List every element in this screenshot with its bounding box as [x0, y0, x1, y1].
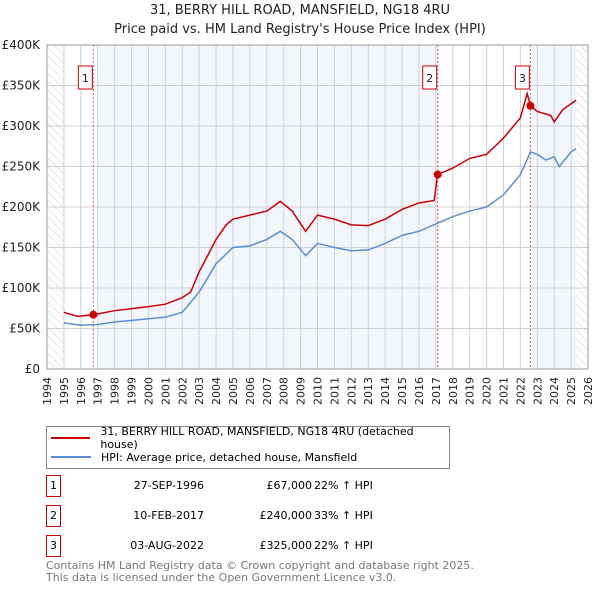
footer-line: This data is licensed under the Open Gov… — [46, 571, 397, 584]
x-tick-label: 2001 — [159, 377, 172, 405]
legend-swatch-red — [51, 437, 91, 439]
y-tick-label: £200K — [2, 200, 42, 214]
x-tick-label: 2024 — [548, 377, 561, 405]
price-chart: 1994 1995 1996 1997 1998 1999 2000 2001 2002 2003… — [2, 38, 595, 405]
x-tick-label: 2009 — [295, 377, 308, 405]
x-tick-label: 1994 — [41, 377, 54, 405]
x-tick-label: 2005 — [227, 377, 240, 405]
plot-border — [46, 44, 589, 370]
sale-number: 2 — [46, 505, 61, 527]
sale-label-box — [422, 65, 438, 90]
legend-swatch-blue — [51, 456, 91, 458]
legend-label: HPI: Average price, detached house, Mans… — [101, 450, 358, 464]
sale-label: 2 — [426, 72, 433, 85]
x-tick-label: 2018 — [447, 377, 460, 405]
x-tick-label: 2002 — [176, 377, 189, 405]
x-tick-label: 2016 — [413, 377, 426, 405]
sale-row: 3 03-AUG-2022 £325,000 22% ↑ HPI — [46, 535, 446, 557]
x-tick-label: 1997 — [92, 377, 105, 405]
sale-label-box — [77, 65, 93, 90]
x-tick-label: 2000 — [142, 377, 155, 405]
sale-price: £325,000 — [259, 539, 313, 552]
sale-point — [526, 101, 535, 110]
sale-date: 03-AUG-2022 — [130, 539, 204, 552]
sale-hpi-change: 22% ↑ HPI — [314, 479, 373, 492]
x-tick-label: 2008 — [278, 377, 291, 405]
y-tick-label: £100K — [2, 281, 42, 295]
x-tick-label: 2013 — [362, 377, 375, 405]
x-tick-label: 2020 — [481, 377, 494, 405]
sale-date: 10-FEB-2017 — [133, 509, 204, 522]
x-tick-label: 2021 — [497, 377, 510, 405]
x-tick-label: 2014 — [379, 377, 392, 405]
x-tick-label: 2007 — [261, 377, 274, 405]
y-tick-label: £250K — [2, 160, 42, 174]
sale-label: 3 — [519, 72, 526, 85]
x-tick-label: 2023 — [531, 377, 544, 405]
sale-row: 1 27-SEP-1996 £67,000 22% ↑ HPI — [46, 475, 446, 497]
x-tick-label: 2019 — [464, 377, 477, 405]
y-tick-label: £350K — [2, 79, 42, 93]
x-tick-label: 1996 — [75, 377, 88, 405]
sale-label-box — [514, 65, 530, 90]
x-tick-label: 2012 — [345, 377, 358, 405]
x-tick-label: 2006 — [244, 377, 257, 405]
series-line — [63, 90, 577, 318]
sale-number: 1 — [46, 475, 61, 497]
sale-price: £67,000 — [266, 479, 313, 492]
x-tick-label: 2022 — [514, 377, 527, 405]
sale-point — [433, 170, 442, 179]
sale-point — [89, 310, 98, 319]
x-tick-label: 2017 — [430, 377, 443, 405]
footer-line: Contains HM Land Registry data © Crown c… — [46, 559, 474, 572]
x-tick-label: 2003 — [193, 377, 206, 405]
x-tick-label: 2025 — [565, 377, 578, 405]
chart-subtitle: Price paid vs. HM Land Registry's House … — [114, 22, 486, 37]
legend-label: 31, BERRY HILL ROAD, MANSFIELD, NG18 4RU… — [100, 425, 414, 451]
x-tick-label: 1999 — [126, 377, 139, 405]
chart-title: 31, BERRY HILL ROAD, MANSFIELD, NG18 4RU — [149, 3, 451, 18]
sale-number: 3 — [46, 535, 61, 557]
sale-hpi-change: 33% ↑ HPI — [314, 509, 373, 522]
y-tick-label: £50K — [9, 322, 41, 336]
legend: 31, BERRY HILL ROAD, MANSFIELD, NG18 4RU… — [46, 425, 450, 469]
sale-date: 27-SEP-1996 — [133, 479, 204, 492]
x-tick-label: 2010 — [312, 377, 325, 405]
y-tick-label: £400K — [2, 38, 42, 52]
x-tick-label: 2026 — [582, 377, 595, 405]
x-tick-label: 2015 — [396, 377, 409, 405]
x-tick-label: 1998 — [109, 377, 122, 405]
x-tick-label: 2011 — [328, 377, 341, 405]
y-tick-label: £150K — [2, 241, 42, 255]
sale-label: 1 — [82, 72, 89, 85]
series-line — [63, 148, 577, 327]
x-tick-label: 1995 — [58, 377, 71, 405]
sale-row: 2 10-FEB-2017 £240,000 33% ↑ HPI — [46, 505, 446, 527]
sale-hpi-change: 22% ↑ HPI — [314, 539, 373, 552]
y-tick-label: £300K — [2, 119, 42, 133]
sale-price: £240,000 — [259, 509, 313, 522]
y-tick-label: £0 — [25, 362, 40, 376]
x-tick-label: 2004 — [210, 377, 223, 405]
